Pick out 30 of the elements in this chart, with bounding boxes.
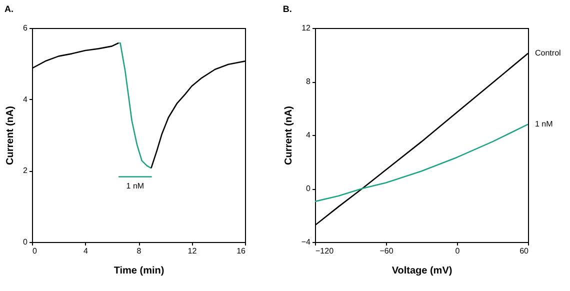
annotation: 1 nM	[126, 182, 144, 191]
y-tick-label: 2	[23, 166, 28, 176]
y-tick-label: 12	[302, 24, 312, 32]
x-tick-label: −120	[316, 246, 334, 256]
y-tick-label: 0	[306, 184, 312, 193]
x-tick-label: 16	[236, 246, 246, 256]
series-label: 1 nM	[535, 119, 554, 128]
y-tick-label: 0	[23, 238, 28, 246]
y-tick-label: −4	[301, 238, 312, 246]
line-series	[315, 124, 528, 202]
chart-title: A.	[4, 4, 14, 14]
y-tick-label: 4	[23, 94, 28, 104]
x-tick-label: 0	[32, 246, 38, 256]
y-tick-label: 4	[306, 130, 312, 140]
x-axis-title: Voltage (mV)	[392, 266, 452, 276]
y-tick-label: 8	[306, 77, 312, 86]
x-tick-label: −60	[380, 246, 394, 256]
series-label: Control	[535, 48, 562, 58]
x-tick-label: 0	[455, 246, 460, 256]
y-axis-title: Current (nA)	[5, 106, 16, 165]
chart-title: B.	[282, 4, 292, 14]
x-axis-title: Time (min)	[114, 266, 164, 276]
x-tick-label: 60	[520, 246, 530, 256]
y-axis-title: Current (nA)	[283, 106, 294, 165]
x-tick-label: 12	[188, 246, 198, 256]
line-series	[118, 42, 152, 169]
line-series	[32, 42, 120, 69]
x-tick-label: 4	[84, 246, 89, 256]
y-tick-label: 6	[23, 24, 28, 32]
x-tick-label: 8	[136, 246, 142, 256]
